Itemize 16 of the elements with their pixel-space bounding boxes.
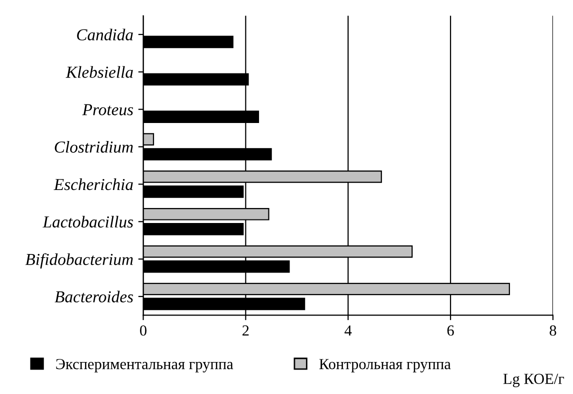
x-tick-label: 0 [140,325,146,336]
legend-label: Экспериментальная группа [56,358,234,372]
y-tick-label: Escherichia [54,178,133,190]
x-tick-label: 8 [550,325,556,336]
x-tick-label: 4 [344,325,352,336]
y-tick-label: Lactobacillus [42,216,134,228]
x-tick-label: 6 [447,325,454,336]
legend-label: Контрольная группа [319,359,451,372]
y-tick-label: Bacteroides [54,290,134,302]
y-tick-label: Clostridium [54,140,133,153]
x-tick-label: 2 [242,325,249,336]
y-tick-label: Proteus [82,104,134,116]
y-tick-label: Klebsiella [66,66,133,78]
y-tick-label: Bifidobacterium [25,253,133,268]
y-tick-label: Candida [77,28,133,40]
x-axis-title: Lg КОЕ/г [503,374,564,388]
